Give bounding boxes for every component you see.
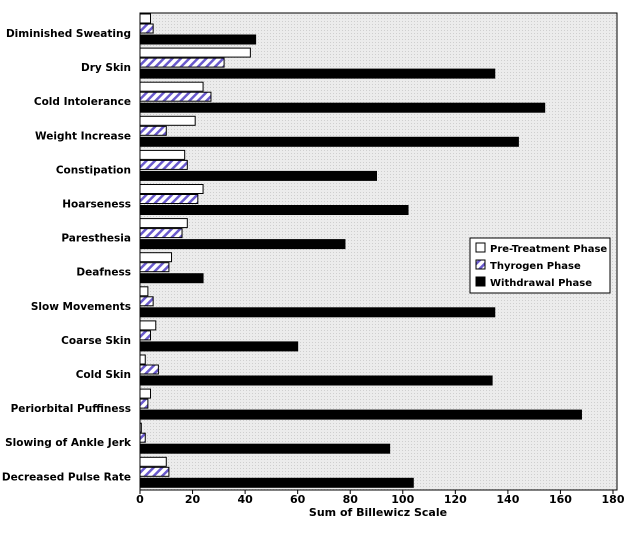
bar-pre-treatment-phase xyxy=(139,422,142,433)
category-label: Cold Intolerance xyxy=(34,96,131,108)
bar-pre-treatment-phase xyxy=(139,320,157,331)
category-label: Deafness xyxy=(76,267,131,279)
legend: Pre-Treatment Phase Thyrogen Phase Withdra… xyxy=(469,237,611,294)
bar-withdrawal-phase xyxy=(139,170,377,181)
bar-pre-treatment-phase xyxy=(139,286,149,297)
x-tick-label: 120 xyxy=(444,493,467,506)
bar-withdrawal-phase xyxy=(139,409,582,420)
bar-pre-treatment-phase xyxy=(139,13,152,24)
category-label: Hoarseness xyxy=(62,199,131,211)
bar-thyrogen-phase xyxy=(139,296,154,307)
bar-thyrogen-phase xyxy=(139,364,159,375)
legend-swatch xyxy=(475,276,486,287)
bar-thyrogen-phase xyxy=(139,262,170,273)
category-label: Paresthesia xyxy=(61,233,131,245)
bar-withdrawal-phase xyxy=(139,68,496,79)
x-tick-label: 0 xyxy=(136,493,144,506)
bar-pre-treatment-phase xyxy=(139,149,186,160)
bar-withdrawal-phase xyxy=(139,477,414,488)
bar-pre-treatment-phase xyxy=(139,47,251,58)
bar-pre-treatment-phase xyxy=(139,184,204,194)
bar-withdrawal-phase xyxy=(139,273,204,284)
bar-withdrawal-phase xyxy=(139,239,346,250)
legend-label: Withdrawal Phase xyxy=(490,278,592,289)
x-tick-label: 160 xyxy=(549,493,572,506)
legend-label: Thyrogen Phase xyxy=(490,261,581,272)
bar-thyrogen-phase xyxy=(139,194,199,204)
bar-pre-treatment-phase xyxy=(139,115,196,126)
bar-withdrawal-phase xyxy=(139,341,299,352)
legend-label: Pre-Treatment Phase xyxy=(490,244,607,255)
bar-thyrogen-phase xyxy=(139,125,167,136)
bar-withdrawal-phase xyxy=(139,136,519,147)
bar-pre-treatment-phase xyxy=(139,354,146,365)
legend-swatch xyxy=(475,242,486,253)
category-label: Weight Increase xyxy=(35,130,131,142)
x-tick-label: 100 xyxy=(391,493,414,506)
bar-thyrogen-phase xyxy=(139,466,170,477)
bar-withdrawal-phase xyxy=(139,102,546,113)
bar-withdrawal-phase xyxy=(139,34,257,45)
bar-withdrawal-phase xyxy=(139,205,409,215)
bar-pre-treatment-phase xyxy=(139,218,188,229)
category-label: Slow Movements xyxy=(31,301,131,313)
x-axis-label: Sum of Billewicz Scale xyxy=(309,506,447,519)
category-label: Diminished Sweating xyxy=(6,28,131,40)
x-tick-label: 140 xyxy=(496,493,519,506)
x-tick-label: 60 xyxy=(290,493,306,506)
bar-withdrawal-phase xyxy=(139,307,496,318)
x-tick-label: 80 xyxy=(343,493,359,506)
x-tick-label: 20 xyxy=(185,493,201,506)
bar-withdrawal-phase xyxy=(139,443,391,454)
x-tick-label: 180 xyxy=(602,493,625,506)
bar-pre-treatment-phase xyxy=(139,456,167,467)
bar-thyrogen-phase xyxy=(139,228,183,239)
bar-thyrogen-phase xyxy=(139,23,154,34)
bar-pre-treatment-phase xyxy=(139,81,204,92)
category-label: Coarse Skin xyxy=(61,335,131,347)
bar-pre-treatment-phase xyxy=(139,252,173,263)
bar-thyrogen-phase xyxy=(139,57,225,68)
category-label: Decreased Pulse Rate xyxy=(2,471,131,483)
bar-withdrawal-phase xyxy=(139,375,493,386)
bar-thyrogen-phase xyxy=(139,398,149,409)
bar-thyrogen-phase xyxy=(139,91,212,102)
legend-swatch xyxy=(475,259,486,270)
category-label: Periorbital Puffiness xyxy=(11,403,131,415)
x-tick-label: 40 xyxy=(237,493,253,506)
category-label: Dry Skin xyxy=(81,62,131,74)
category-label: Constipation xyxy=(56,164,131,176)
bar-thyrogen-phase xyxy=(139,432,146,443)
category-label: Slowing of Ankle Jerk xyxy=(5,437,132,449)
bar-thyrogen-phase xyxy=(139,330,152,341)
category-label: Cold Skin xyxy=(76,369,131,381)
bar-pre-treatment-phase xyxy=(139,388,152,399)
bar-thyrogen-phase xyxy=(139,159,188,170)
